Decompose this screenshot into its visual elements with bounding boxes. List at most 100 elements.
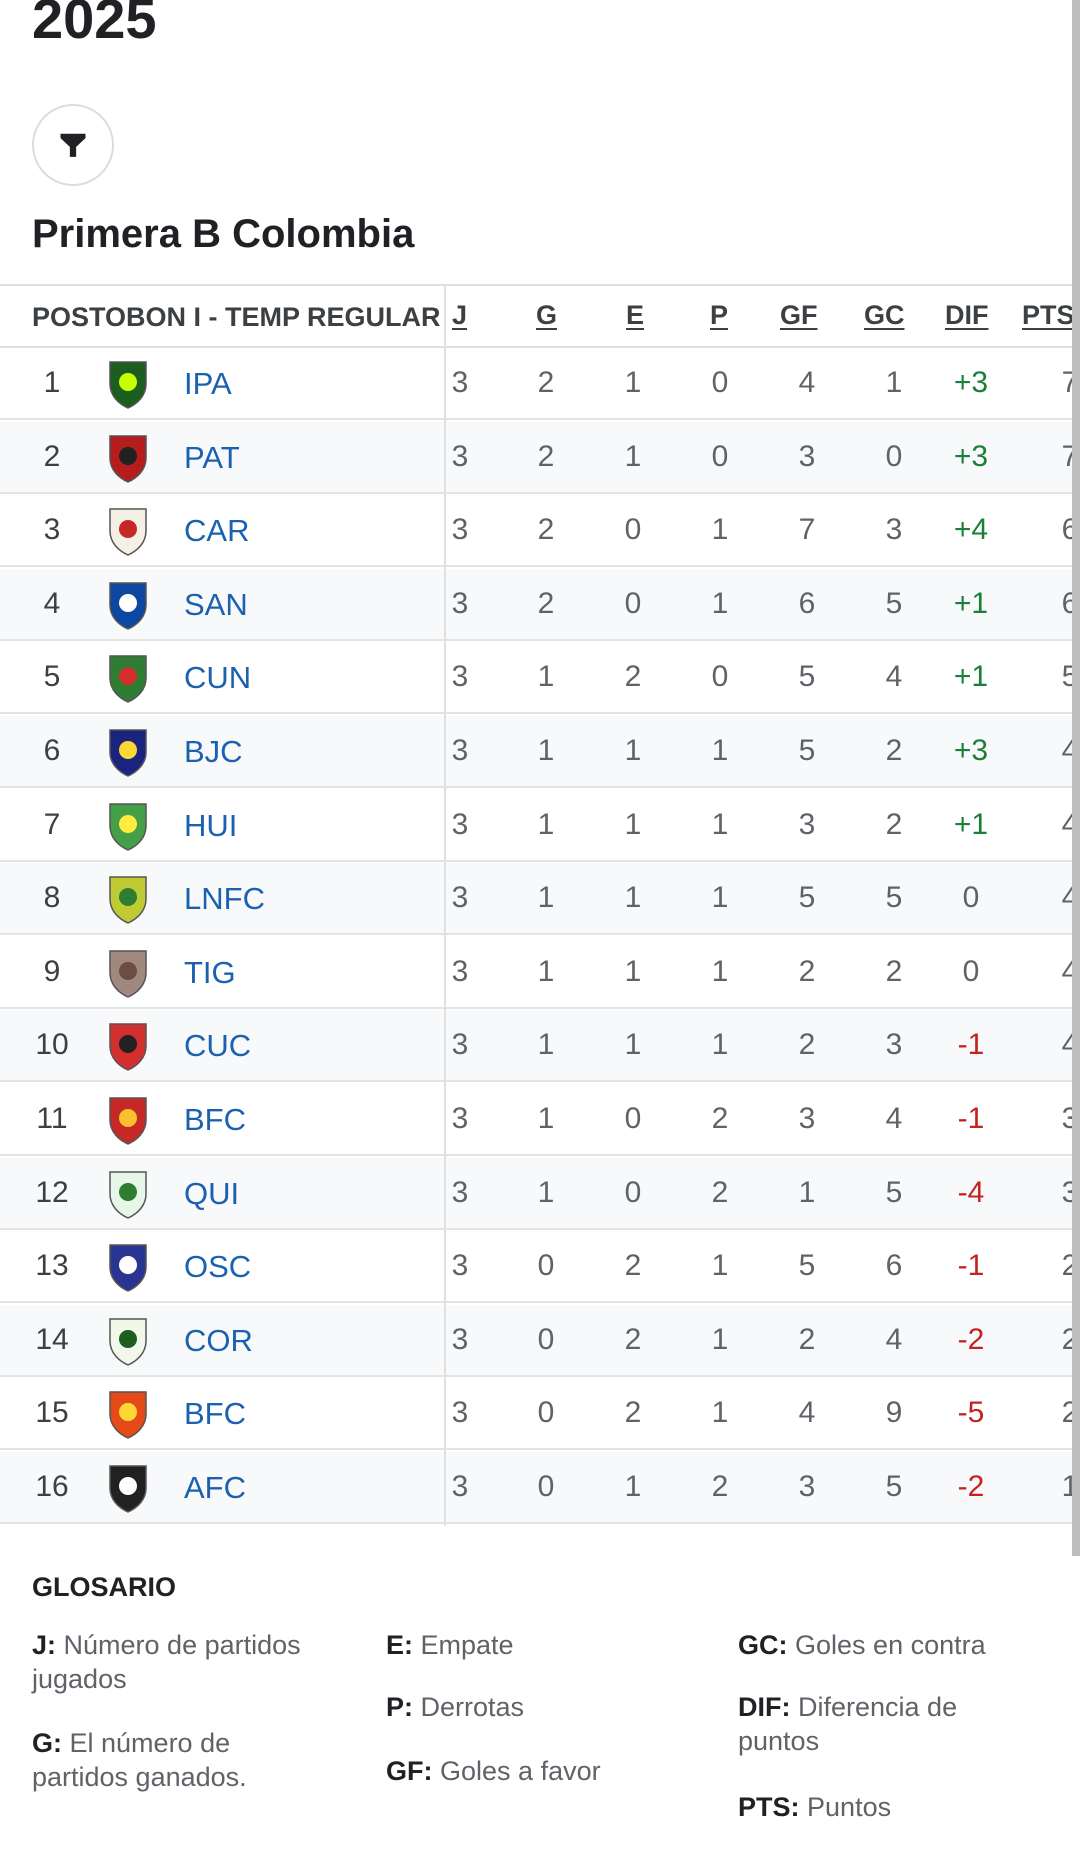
stat-gf: 5 — [798, 660, 816, 694]
team-name-link[interactable]: HUI — [184, 807, 238, 843]
stat-gf: 3 — [798, 1470, 816, 1503]
table-row[interactable]: 13 OSC 3 0 2 1 5 6 2 -1 — [0, 1231, 1080, 1304]
table-row[interactable]: 8 LNFC 3 1 1 1 5 5 4 0 — [0, 863, 1080, 936]
stat-j: 3 — [451, 366, 469, 399]
glossary-text: Goles en contra — [795, 1630, 986, 1660]
table-row[interactable]: 10 CUC 3 1 1 1 2 3 4 -1 — [0, 1010, 1080, 1083]
team-name-link[interactable]: QUI — [184, 1175, 240, 1211]
glossary-text: Diferencia de — [798, 1692, 958, 1722]
stat-dif: +1 — [953, 660, 989, 694]
row-position: 14 — [35, 1322, 69, 1356]
stat-dif: -4 — [957, 1175, 985, 1209]
stat-g: 1 — [537, 734, 555, 767]
col-pts[interactable]: PTS — [1022, 300, 1075, 330]
table-row[interactable]: 11 BFC 3 1 0 2 3 4 3 -1 — [0, 1084, 1080, 1156]
row-position: 8 — [43, 881, 61, 915]
stat-e: 1 — [624, 366, 642, 399]
team-name-link[interactable]: TIG — [184, 954, 236, 990]
stat-j: 3 — [451, 734, 469, 767]
stat-p: 1 — [711, 954, 729, 988]
col-g[interactable]: G — [536, 300, 558, 330]
glossary-text-cont: puntos — [738, 1726, 820, 1756]
glossary-item: GC: Goles en contra — [738, 1628, 1058, 1662]
row-position: 5 — [43, 660, 61, 694]
stat-dif: +3 — [953, 439, 989, 473]
stat-p: 1 — [711, 513, 729, 547]
row-position: 11 — [36, 1102, 68, 1135]
stat-j: 3 — [451, 1102, 469, 1135]
col-p[interactable]: P — [710, 300, 729, 330]
team-name-link[interactable]: BFC — [184, 1102, 246, 1137]
team-name-link[interactable]: LNFC — [184, 881, 265, 917]
glossary: GLOSARIO J: Número de partidos jugados G: … — [0, 1528, 1080, 1870]
table-row[interactable]: 16 AFC 3 0 1 2 3 5 1 -2 — [0, 1452, 1080, 1524]
stat-j: 3 — [451, 1028, 469, 1062]
stat-g: 2 — [537, 366, 555, 399]
glossary-item: GF: Goles a favor — [386, 1754, 706, 1788]
stat-e: 0 — [624, 513, 642, 547]
stat-p: 1 — [711, 1028, 729, 1062]
stat-p: 2 — [711, 1175, 729, 1209]
stat-gf: 3 — [798, 1102, 816, 1135]
stat-gc: 4 — [885, 1102, 903, 1135]
team-name-link[interactable]: OSC — [184, 1249, 252, 1285]
stat-p: 1 — [711, 807, 729, 841]
team-name-link[interactable]: CUN — [184, 660, 252, 696]
team-name-link[interactable]: BFC — [184, 1396, 246, 1432]
table-row[interactable]: 7 HUI 3 1 1 1 3 2 4 +1 — [0, 790, 1080, 862]
col-gf[interactable]: GF — [780, 300, 818, 330]
glossary-item: DIF: Diferencia de puntos — [738, 1690, 1058, 1758]
glossary-key: G: — [32, 1728, 62, 1758]
tig-crest-icon — [109, 950, 147, 998]
team-name-link[interactable]: COR — [184, 1322, 253, 1358]
glossary-text: Puntos — [807, 1792, 892, 1822]
team-name-link[interactable]: AFC — [184, 1470, 246, 1505]
row-position: 12 — [35, 1175, 69, 1209]
glossary-key: E: — [386, 1630, 413, 1660]
stat-dif: -2 — [957, 1470, 985, 1503]
filter-button[interactable] — [32, 104, 114, 186]
table-row[interactable]: 9 TIG 3 1 1 1 2 2 4 0 — [0, 937, 1080, 1009]
team-name-link[interactable]: SAN — [184, 586, 248, 622]
col-j[interactable]: J — [452, 300, 468, 330]
cun-crest-icon — [109, 655, 147, 704]
team-name-link[interactable]: CAR — [184, 513, 250, 549]
car-crest-icon — [109, 508, 147, 557]
stat-e: 1 — [624, 1028, 642, 1062]
team-name-link[interactable]: IPA — [184, 366, 232, 401]
stat-p: 1 — [711, 1322, 729, 1356]
table-row[interactable]: 4 SAN 3 2 0 1 6 5 6 +1 — [0, 568, 1080, 641]
team-name-link[interactable]: PAT — [184, 439, 240, 475]
table-row[interactable]: 12 QUI 3 1 0 2 1 5 3 -4 — [0, 1157, 1080, 1230]
stat-j: 3 — [451, 1175, 469, 1209]
scrollbar[interactable] — [1072, 0, 1080, 1556]
stat-j: 3 — [451, 660, 469, 694]
table-row[interactable]: 15 BFC 3 0 2 1 4 9 2 -5 — [0, 1378, 1080, 1451]
stat-gc: 5 — [885, 1175, 903, 1209]
stat-g: 0 — [537, 1396, 555, 1430]
stat-p: 2 — [711, 1102, 729, 1135]
team-name-link[interactable]: CUC — [184, 1028, 252, 1064]
table-row[interactable]: 1 IPA 3 2 1 0 4 1 7 +3 — [0, 348, 1080, 420]
stat-dif: +3 — [953, 734, 989, 767]
table-row[interactable]: 5 CUN 3 1 2 0 5 4 5 +1 — [0, 642, 1080, 715]
table-header: POSTOBON I - TEMP REGULAR J G E P GF GC … — [0, 284, 1080, 348]
glossary-key: DIF: — [738, 1692, 791, 1722]
ipa-crest-icon — [109, 361, 147, 409]
team-name-link[interactable]: BJC — [184, 734, 243, 769]
stat-p: 1 — [711, 734, 729, 767]
table-row[interactable]: 14 COR 3 0 2 1 2 4 2 -2 — [0, 1304, 1080, 1377]
qui-crest-icon — [109, 1170, 147, 1219]
table-row[interactable]: 2 PAT 3 2 1 0 3 0 7 +3 — [0, 421, 1080, 494]
stat-dif: -1 — [957, 1028, 985, 1062]
table-row[interactable]: 3 CAR 3 2 0 1 7 3 6 +4 — [0, 495, 1080, 568]
table-row[interactable]: 6 BJC 3 1 1 1 5 2 4 +3 — [0, 716, 1080, 788]
glossary-item: PTS: Puntos — [738, 1790, 1058, 1824]
glossary-key: J: — [32, 1630, 57, 1660]
san-crest-icon — [109, 582, 147, 630]
stat-gc: 5 — [885, 586, 903, 620]
col-dif[interactable]: DIF — [945, 300, 989, 330]
stat-j: 3 — [451, 513, 469, 547]
col-e[interactable]: E — [626, 300, 645, 330]
col-gc[interactable]: GC — [864, 300, 905, 330]
